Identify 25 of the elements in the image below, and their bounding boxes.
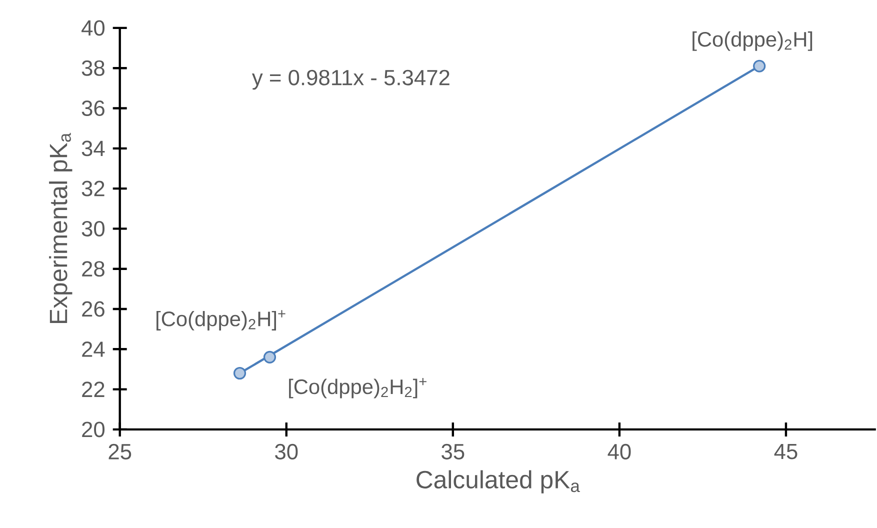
x-tick-label: 25 bbox=[108, 444, 132, 460]
y-tick-label: 36 bbox=[82, 100, 104, 116]
y-tick-label: 28 bbox=[82, 260, 104, 276]
y-tick-label: 40 bbox=[82, 20, 105, 36]
annotation: [Co(dppe)$_{2}$H] bbox=[692, 31, 812, 51]
x-tick-label: 35 bbox=[442, 444, 464, 460]
x-tick-label: 30 bbox=[275, 444, 298, 460]
y-tick-label: 20 bbox=[82, 422, 105, 438]
point bbox=[233, 366, 246, 380]
y-tick-label: 38 bbox=[82, 60, 104, 76]
annotation: y = 0.9811x - 5.3472 bbox=[252, 70, 450, 90]
y-tick-label: 30 bbox=[82, 220, 105, 236]
x-tick-label: 45 bbox=[774, 444, 798, 460]
point bbox=[753, 60, 766, 72]
x-axis-title: Calculated pK$_{a}$ bbox=[416, 470, 580, 494]
y-tick-label: 22 bbox=[82, 382, 104, 397]
y-tick-label: 24 bbox=[82, 341, 105, 357]
annotation: [Co(dppe)$_{2}$H]$^{+}$ bbox=[156, 310, 286, 330]
y-axis-title: Experimental pK$_{a}$ bbox=[49, 132, 72, 323]
y-tick-label: 32 bbox=[82, 180, 104, 196]
y-tick-label: 34 bbox=[82, 140, 105, 156]
point bbox=[263, 350, 276, 364]
y-tick-label: 26 bbox=[82, 301, 104, 317]
x-tick-label: 40 bbox=[608, 444, 631, 460]
annotation: [Co(dppe)$_{2}$H$_{2}$]$^{+}$ bbox=[289, 378, 426, 398]
